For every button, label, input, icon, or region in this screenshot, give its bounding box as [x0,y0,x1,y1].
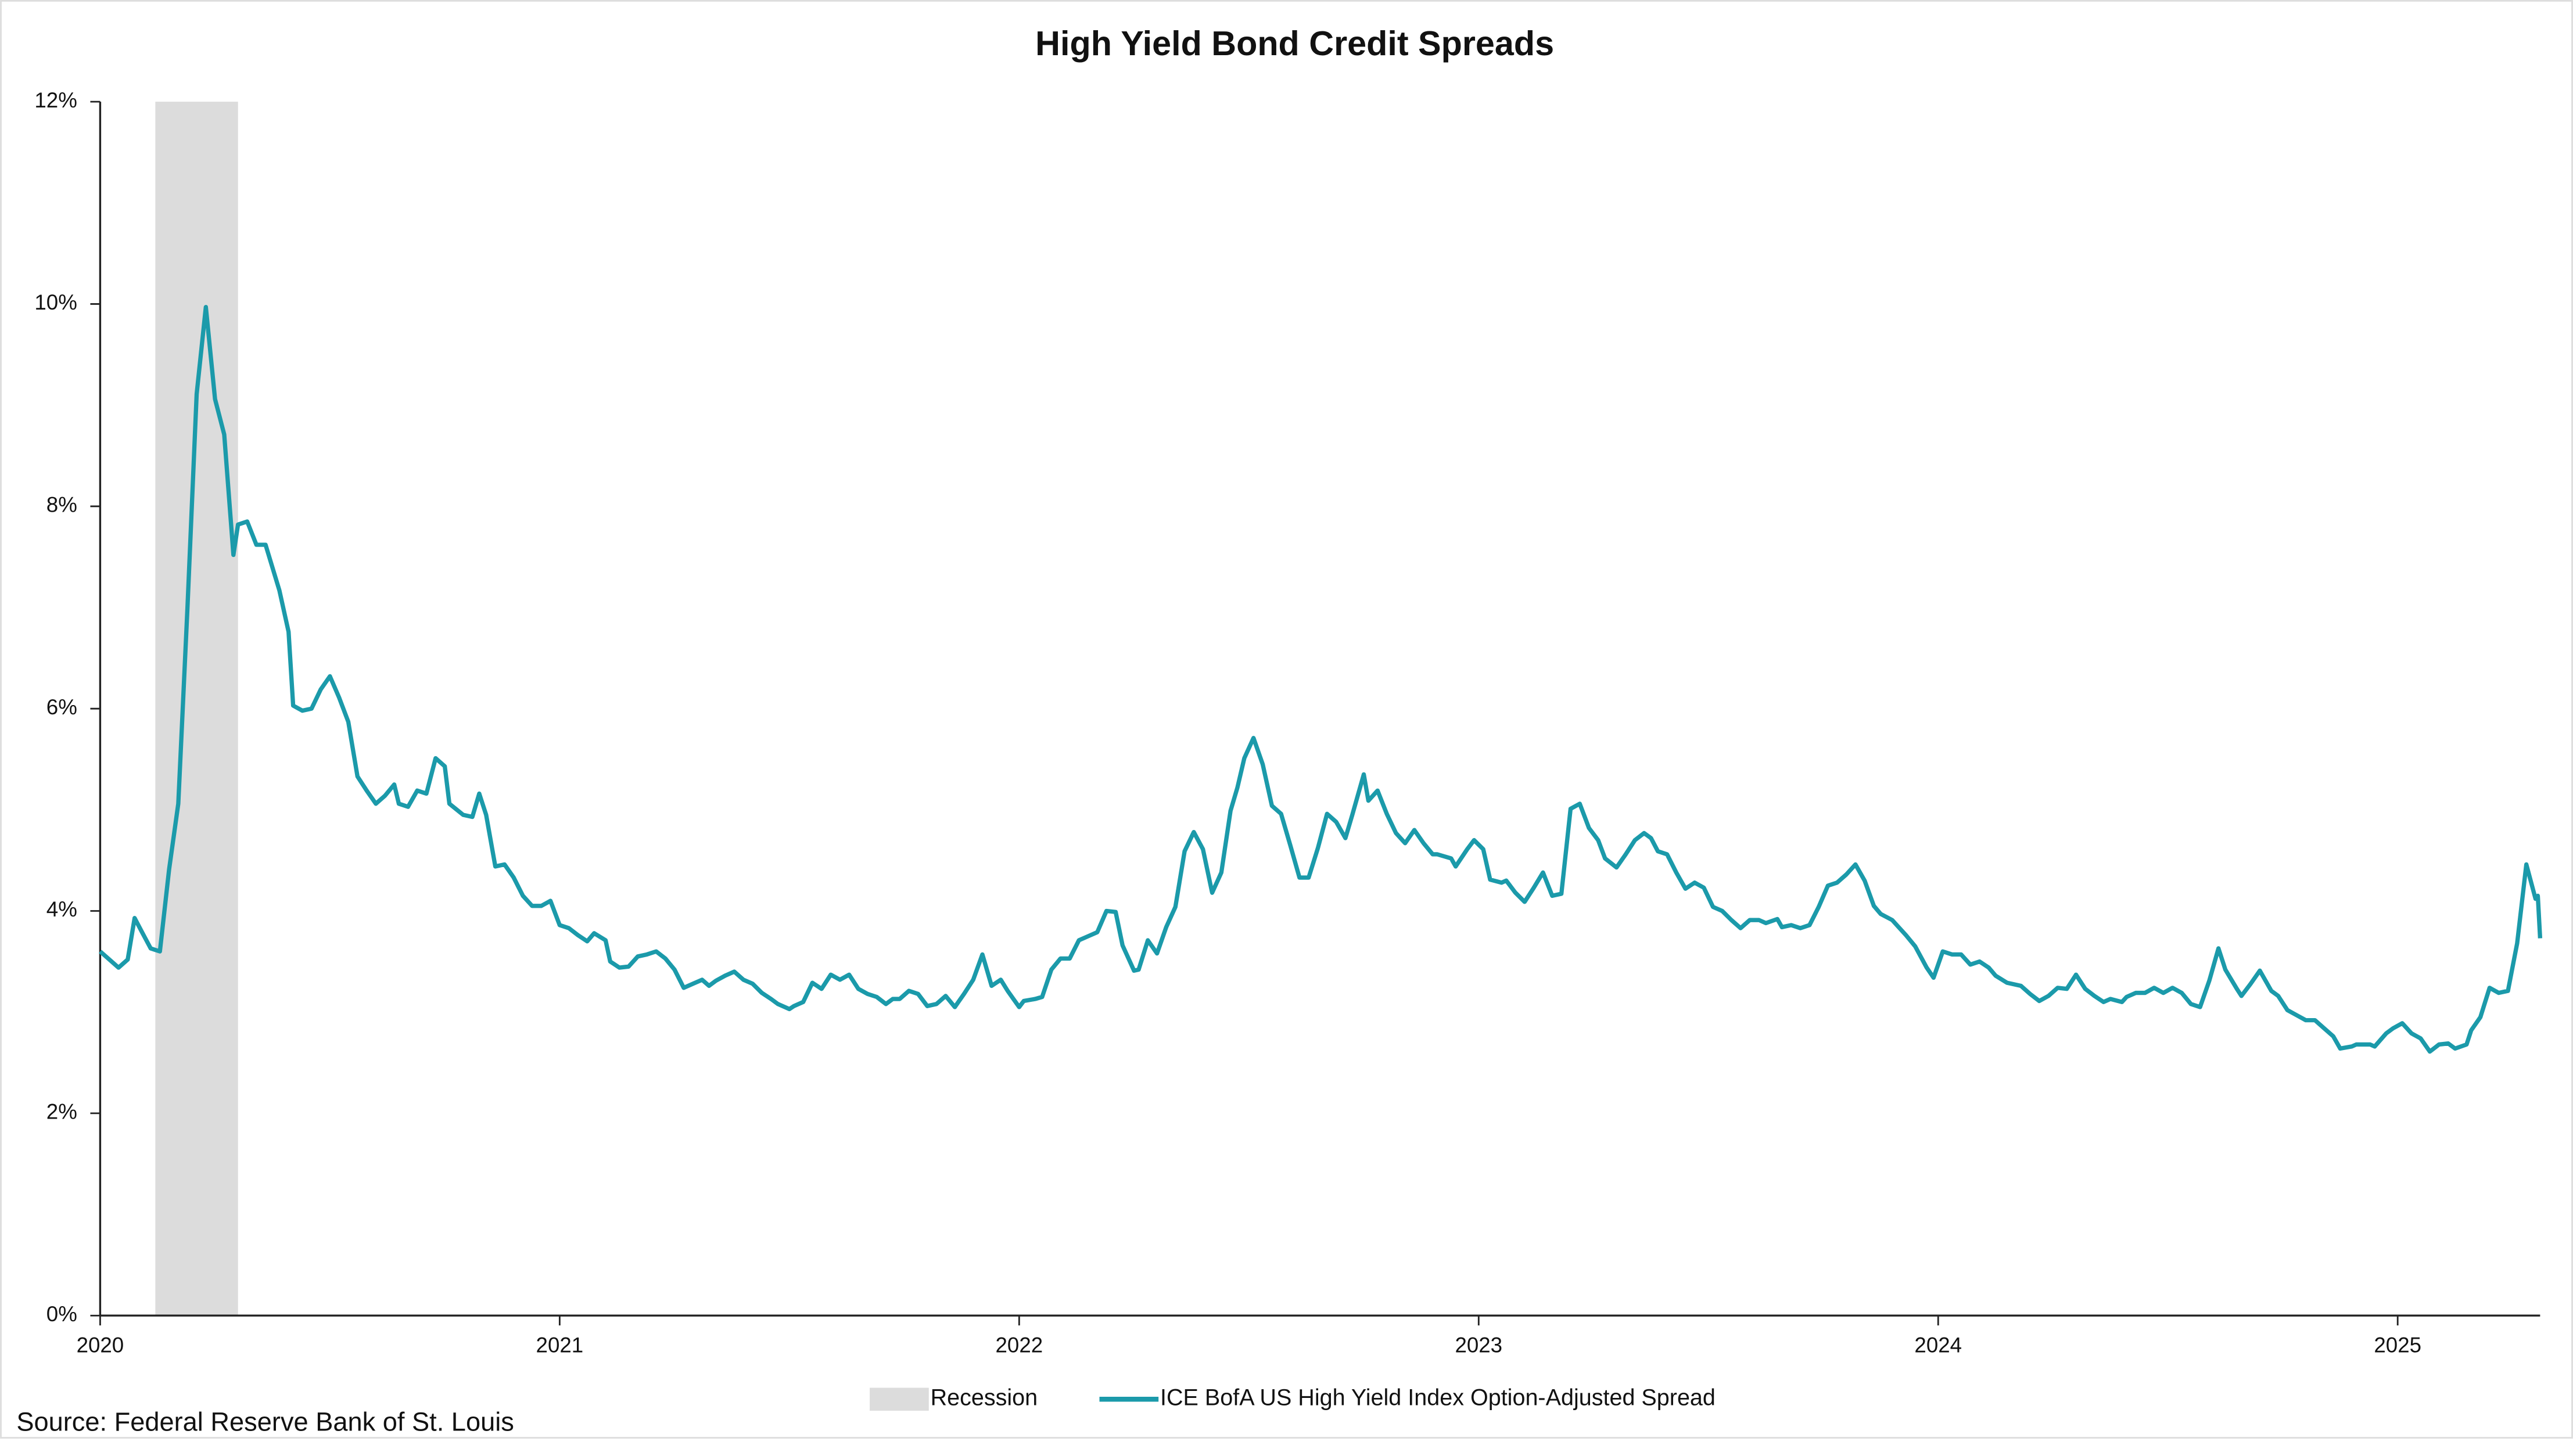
series-line [98,305,2543,1054]
x-tick-label: 2022 [995,1333,1043,1357]
x-tick-label: 2024 [1914,1333,1962,1357]
y-tick-label: 12% [34,88,77,112]
x-tick-label: 2020 [77,1333,124,1357]
x-tick-label: 2025 [2374,1333,2421,1357]
legend-label: Recession [931,1385,1038,1411]
chart-title: High Yield Bond Credit Spreads [1035,24,1554,63]
y-tick-label: 6% [46,695,77,719]
y-tick-label: 4% [46,897,77,921]
source-note: Source: Federal Reserve Bank of St. Loui… [16,1407,514,1437]
x-tick-label: 2023 [1455,1333,1502,1357]
x-tick-label: 2021 [536,1333,584,1357]
recession-band [155,102,238,1316]
y-tick-label: 0% [46,1302,77,1326]
y-tick-label: 8% [46,493,77,517]
legend-label: ICE BofA US High Yield Index Option-Adju… [1160,1385,1716,1411]
y-tick-label: 2% [46,1100,77,1124]
legend-swatch [870,1387,929,1411]
y-tick-label: 10% [34,290,77,314]
